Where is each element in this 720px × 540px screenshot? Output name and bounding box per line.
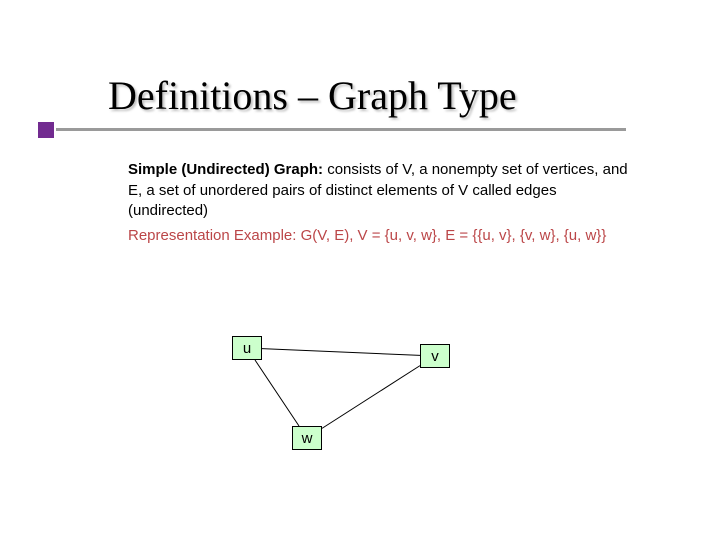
definition-term: Simple (Undirected) Graph: [128, 161, 323, 178]
slide: Definitions – Graph Type Simple (Undirec… [0, 0, 720, 540]
representation-example: Representation Example: G(V, E), V = {u,… [128, 226, 628, 247]
node-v: v [420, 344, 450, 368]
edge-u-v [262, 349, 420, 356]
graph-diagram: u v w [220, 330, 480, 470]
node-u: u [232, 336, 262, 360]
node-w: w [292, 426, 322, 450]
accent-bar [56, 128, 626, 131]
accent-square-icon [38, 122, 54, 138]
slide-title: Definitions – Graph Type [108, 72, 517, 119]
edge-u-w [255, 360, 299, 426]
edge-v-w [322, 366, 420, 429]
body-text: Simple (Undirected) Graph: consists of V… [128, 160, 628, 247]
definition-line: Simple (Undirected) Graph: consists of V… [128, 160, 628, 222]
